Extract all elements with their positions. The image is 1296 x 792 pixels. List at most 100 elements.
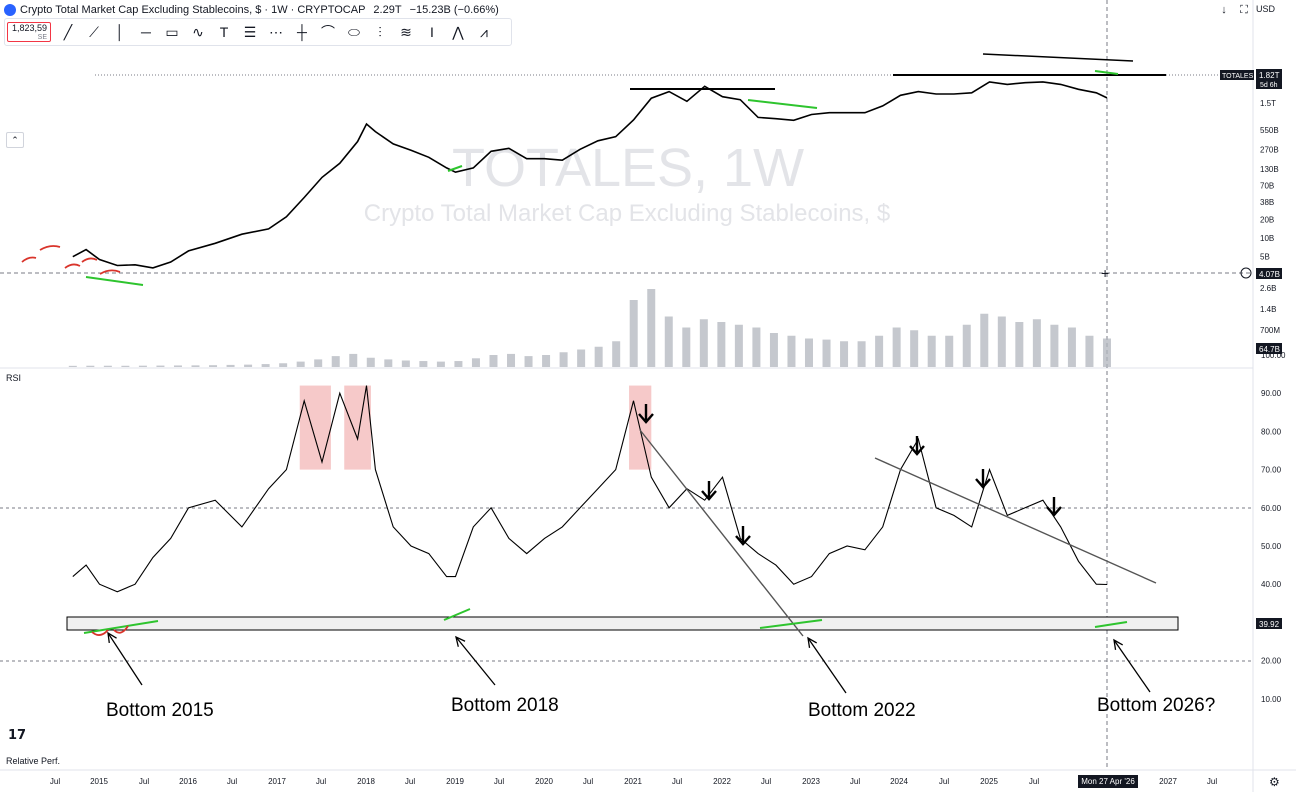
price-axis-tick: 270B	[1260, 145, 1279, 154]
elliott-wave-icon[interactable]: ⋀	[452, 23, 464, 40]
rsi-bottom-trend	[83, 620, 159, 634]
rsi-axis-tick: 70.00	[1261, 466, 1282, 475]
currency-label[interactable]: USD	[1256, 4, 1276, 14]
volume-bar	[892, 327, 901, 367]
pointer-arrow-head	[107, 631, 117, 644]
price-red-mark	[39, 245, 61, 251]
volume-bar	[962, 324, 971, 367]
time-axis-tick: 2023	[802, 777, 820, 786]
time-axis-tick: Jul	[583, 777, 593, 786]
time-axis-tick: 2016	[179, 777, 197, 786]
add-level-plus-icon	[1240, 267, 1252, 279]
collapse-chevron-up-icon[interactable]: ⌃	[6, 132, 24, 148]
volume-bar	[103, 365, 112, 367]
price-box[interactable]: 1,823,59 SE	[7, 22, 51, 42]
price-red-mark	[64, 263, 81, 269]
volume-bar	[1067, 327, 1076, 367]
annotation-bottom-2022: Bottom 2022	[808, 700, 916, 721]
symbol-title[interactable]: Crypto Total Market Cap Excluding Stable…	[20, 4, 366, 16]
horizontal-line-icon[interactable]: ─	[141, 24, 151, 40]
current-countdown: 5d 6h	[1260, 82, 1278, 89]
measure-icon[interactable]: I	[430, 24, 434, 40]
down-arrow-head	[1046, 506, 1062, 517]
volume-bar	[191, 365, 200, 367]
down-arrow-head	[975, 478, 991, 489]
rsi-downtrend-2024	[874, 457, 1157, 584]
volume-bar	[1032, 319, 1041, 367]
pointer-arrow-head	[455, 635, 466, 647]
volume-bar	[314, 359, 323, 367]
price-bottom-2026-trend	[1094, 70, 1119, 75]
volume-bar	[769, 333, 778, 367]
time-axis-tick: 2018	[357, 777, 375, 786]
text-icon[interactable]: T	[219, 24, 229, 40]
price-axis-tick: 1.5T	[1260, 99, 1276, 108]
volume-bar	[138, 365, 147, 367]
time-cursor-bg	[1078, 775, 1138, 788]
volume-bar	[1050, 324, 1059, 367]
crosshair-tag: 4.07B	[1259, 270, 1280, 279]
price-red-mark	[21, 256, 37, 263]
watermark-title: TOTALES, 1W	[452, 138, 804, 198]
price-axis-tick: 5B	[1260, 253, 1270, 262]
time-axis-tick: Jul	[50, 777, 60, 786]
fullscreen-icon[interactable]: ⛶	[1240, 3, 1248, 16]
volume-bar	[875, 335, 884, 367]
rectangle-icon[interactable]: ▭	[165, 23, 179, 40]
volume-bar	[454, 361, 463, 367]
crosshair-icon[interactable]: ┼	[297, 24, 307, 40]
pitchfork-icon[interactable]: ⫶	[378, 23, 382, 40]
brush-icon[interactable]: ∿	[192, 23, 204, 40]
time-axis-tick: 2021	[624, 777, 642, 786]
gear-icon[interactable]: ⚙	[1269, 775, 1280, 789]
abc-pattern-icon[interactable]: ⩘	[480, 23, 488, 40]
watermark-subtitle: Crypto Total Market Cap Excluding Stable…	[364, 200, 891, 227]
tradingview-logo-icon[interactable]: 17	[8, 728, 27, 743]
pointer-arrow-line	[1113, 639, 1151, 693]
time-axis-tick: Jul	[1029, 777, 1039, 786]
volume-bar	[68, 365, 77, 367]
time-axis-tick: Jul	[850, 777, 860, 786]
ellipse-icon[interactable]: ⬭	[348, 23, 360, 40]
time-axis-tick: 2024	[890, 777, 908, 786]
down-arrow-head	[638, 413, 654, 424]
time-axis-tick: 2019	[446, 777, 464, 786]
volume-bar	[279, 363, 288, 367]
annotation-bottom-2018: Bottom 2018	[451, 695, 559, 716]
volume-bar	[629, 300, 638, 367]
time-axis-tick: Jul	[405, 777, 415, 786]
volume-bar	[822, 339, 831, 367]
down-arrow-head	[735, 535, 751, 546]
volume-bar	[752, 327, 761, 367]
volume-bar	[471, 358, 480, 367]
time-axis-tick: Jul	[1207, 777, 1217, 786]
price-axis-tick: 38B	[1260, 198, 1274, 207]
arc-icon[interactable]: ⌒	[321, 24, 335, 40]
relative-perf-label[interactable]: Relative Perf.	[6, 756, 61, 766]
arrow-down-icon[interactable]: ↓	[1221, 4, 1227, 16]
rsi-axis-tick: 60.00	[1261, 504, 1282, 513]
time-axis-tick: Jul	[316, 777, 326, 786]
current-price-tag-bg	[1256, 69, 1282, 89]
price-bottom-2018-trend	[447, 165, 463, 172]
price-bottom-2022-trend	[747, 99, 818, 109]
rsi-bottom-trend	[443, 608, 471, 621]
rsi-axis-tick: 50.00	[1261, 542, 1282, 551]
time-axis-tick: 2015	[90, 777, 108, 786]
fib-channel-icon[interactable]: ⋯	[269, 23, 283, 40]
fib-retracement-icon[interactable]: ☰	[243, 23, 257, 40]
gann-fan-icon[interactable]: ≋	[400, 23, 412, 40]
volume-tag: 64.7B	[1259, 345, 1280, 354]
pointer-arrow-head	[807, 636, 818, 648]
volume-bar	[156, 365, 165, 367]
trend-line-icon[interactable]: ╱	[63, 23, 73, 40]
rsi-axis-tick: 90.00	[1261, 389, 1282, 398]
volume-bar	[559, 352, 568, 367]
time-axis-tick: 2022	[713, 777, 731, 786]
vertical-line-icon[interactable]: │	[115, 24, 125, 40]
down-arrow-head	[701, 490, 717, 501]
time-axis-tick: 2027	[1159, 777, 1177, 786]
volume-bar	[366, 357, 375, 367]
ray-icon[interactable]: ⟋	[89, 23, 99, 40]
